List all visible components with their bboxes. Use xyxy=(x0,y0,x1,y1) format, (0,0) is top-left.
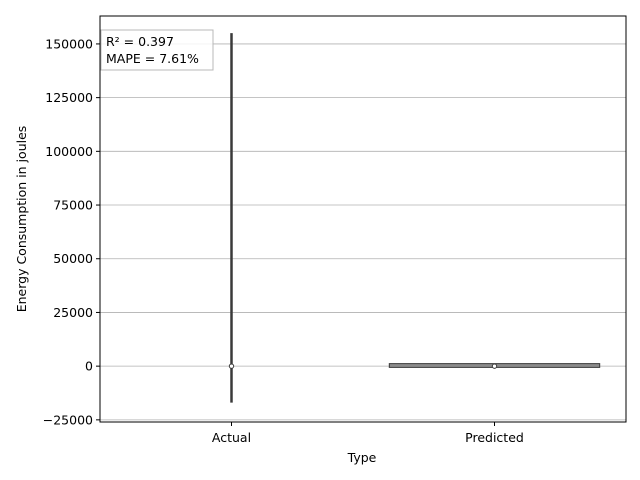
y-axis-label: Energy Consumption in joules xyxy=(14,126,29,313)
y-tick-label: 125000 xyxy=(45,90,93,105)
median-point-predicted xyxy=(491,363,498,369)
annotation-r2: R² = 0.397 xyxy=(106,34,174,49)
x-tick-label: Predicted xyxy=(465,430,524,445)
plot-frame xyxy=(99,15,627,423)
x-axis-label: Type xyxy=(347,450,377,465)
x-tick-label: Actual xyxy=(212,430,251,445)
y-tick-label: 0 xyxy=(85,359,93,374)
median-point-actual xyxy=(228,363,235,369)
y-axis: −25000 0 25000 50000 75000 100000 125000 150000 xyxy=(43,36,100,427)
violin-layer xyxy=(228,33,601,403)
y-tick-label: 100000 xyxy=(45,144,93,159)
x-axis: Actual Predicted xyxy=(212,422,524,445)
y-tick-label: −25000 xyxy=(43,412,93,427)
y-tick-label: 75000 xyxy=(53,198,93,213)
metrics-annotation: R² = 0.397 MAPE = 7.61% xyxy=(100,29,214,71)
y-tick-label: 50000 xyxy=(53,251,93,266)
annotation-box xyxy=(100,29,214,71)
y-tick-label: 25000 xyxy=(53,305,93,320)
y-tick-label: 150000 xyxy=(45,36,93,51)
grid-lines xyxy=(100,43,626,421)
annotation-mape: MAPE = 7.61% xyxy=(106,51,199,66)
